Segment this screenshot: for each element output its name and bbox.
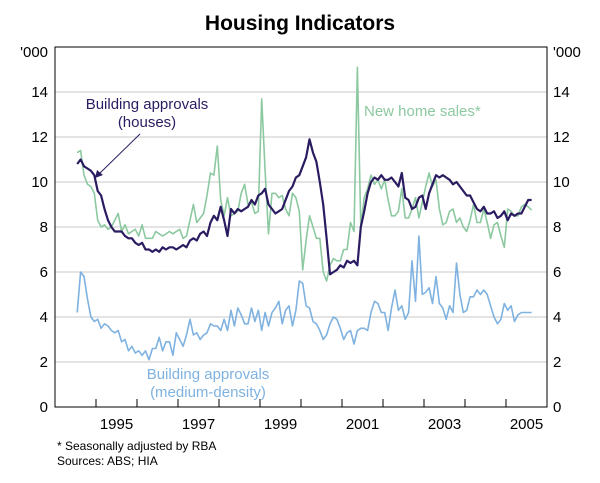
y-tick-label-right-2: 2 [553,354,561,371]
y-tick-label-left-0: 0 [40,399,48,416]
y-tick-label-left-14: 14 [31,84,48,101]
arrowhead-icon [95,170,103,178]
x-tick-label-2001: 2001 [346,416,379,433]
y-tick-label-right-6: 6 [553,264,561,281]
medium-density-label-line1: Building approvals [147,366,270,383]
y-axis-unit-left: '000 [20,44,48,61]
x-tick-label-2005: 2005 [510,416,543,433]
chart-title: Housing Indicators [205,12,395,35]
y-tick-label-right-10: 10 [553,174,570,191]
footnote-sources: Sources: ABS; HIA [57,454,158,468]
y-tick-label-right-4: 4 [553,309,561,326]
series-line-new-home-sales [76,66,533,282]
y-tick-label-left-10: 10 [31,174,48,191]
y-tick-label-left-8: 8 [40,219,48,236]
y-tick-label-left-6: 6 [40,264,48,281]
x-tick-label-1999: 1999 [264,416,297,433]
houses-annotation-arrow-line [96,133,141,177]
x-tick-label-1995: 1995 [100,416,133,433]
series-lines [76,66,533,361]
y-axis-unit-right: '000 [553,44,581,61]
footnote-seasonal: * Seasonally adjusted by RBA [57,439,217,453]
y-tick-label-right-0: 0 [553,399,561,416]
y-tick-label-right-8: 8 [553,219,561,236]
y-tick-label-left-4: 4 [40,309,48,326]
houses-label-line2: (houses) [118,114,176,131]
medium-density-label-line2: (medium-density) [150,384,266,401]
x-tick-label-1997: 1997 [182,416,215,433]
y-tick-label-left-2: 2 [40,354,48,371]
y-tick-label-right-14: 14 [553,84,570,101]
x-axis-ticks: 1995 1997 1999 2001 2003 2005 [95,399,543,433]
houses-label-line1: Building approvals [86,96,209,113]
y-axis-ticks: 0 0 2 2 4 4 6 6 8 8 10 10 12 12 14 14 [31,84,569,416]
y-tick-label-right-12: 12 [553,129,570,146]
series-line-building-approvals-houses [76,138,532,276]
series-line-building-approvals-medium-density [76,235,532,361]
y-tick-label-left-12: 12 [31,129,48,146]
x-tick-label-2003: 2003 [428,416,461,433]
new-home-sales-label: New home sales* [364,103,481,120]
